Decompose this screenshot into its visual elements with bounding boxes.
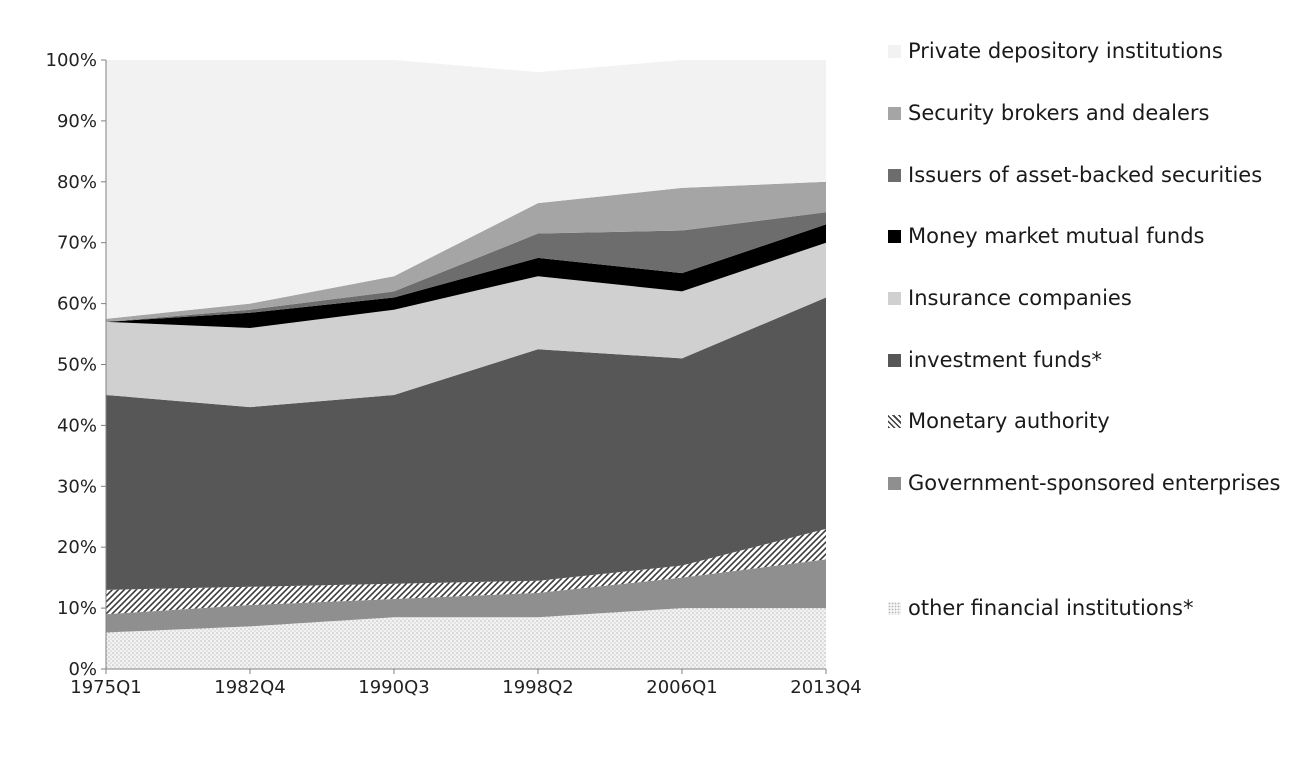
y-tick-label: 10% <box>57 598 97 619</box>
legend-item-other-financial-institutions: other financial institutions* <box>888 593 1288 623</box>
legend-item-security-brokers-and-dealers: Security brokers and dealers <box>888 98 1288 128</box>
legend-label: other financial institutions* <box>908 596 1194 620</box>
x-tick-label: 1990Q3 <box>358 677 429 698</box>
y-tick-label: 100% <box>46 50 97 71</box>
legend-swatch <box>888 477 901 490</box>
legend-label: Government-sponsored enterprises <box>908 471 1281 495</box>
legend-swatch <box>888 415 901 428</box>
legend-item-private-depository-institutions: Private depository institutions <box>888 36 1288 66</box>
area-private-depository-institutions <box>106 60 826 319</box>
area-security-brokers-and-dealers <box>106 181 826 322</box>
legend-label: Insurance companies <box>908 286 1132 310</box>
legend-swatch <box>888 292 901 305</box>
legend-label: Monetary authority <box>908 409 1110 433</box>
legend-swatch <box>888 354 901 367</box>
y-tick-label: 50% <box>57 355 97 376</box>
legend-item-investment-funds: investment funds* <box>888 345 1288 375</box>
y-tick-label: 90% <box>57 111 97 132</box>
x-tick-label: 1998Q2 <box>502 677 573 698</box>
legend-label: Private depository institutions <box>908 39 1223 63</box>
y-tick-label: 60% <box>57 294 97 315</box>
legend-item-issuers-of-asset-backed-securities: Issuers of asset-backed securities <box>888 160 1288 190</box>
legend-swatch <box>888 602 901 615</box>
legend-swatch <box>888 107 901 120</box>
x-tick-label: 2013Q4 <box>790 677 861 698</box>
x-tick-label: 1975Q1 <box>70 677 141 698</box>
y-tick-label: 40% <box>57 415 97 436</box>
legend-swatch <box>888 169 901 182</box>
legend-item-money-market-mutual-funds: Money market mutual funds <box>888 221 1288 251</box>
area-other-financial-institutions <box>106 608 826 669</box>
y-tick-label: 70% <box>57 233 97 254</box>
legend-item-insurance-companies: Insurance companies <box>888 283 1288 313</box>
y-tick-label: 30% <box>57 476 97 497</box>
y-tick-label: 20% <box>57 537 97 558</box>
y-tick-labels: 0% 10% 20% 30% 40% 50% 60% 70% 80% 90% 100% <box>46 50 97 680</box>
legend-item-government-sponsored-enterprises: Government-sponsored enterprises <box>888 468 1288 498</box>
area-insurance-companies <box>106 242 826 408</box>
area-monetary-authority <box>106 528 826 615</box>
legend-label: Money market mutual funds <box>908 224 1205 248</box>
legend-item-monetary-authority: Monetary authority <box>888 406 1288 436</box>
legend-swatch <box>888 45 901 58</box>
legend-label: Issuers of asset-backed securities <box>908 163 1263 187</box>
area-issuers-of-asset-backed-securities <box>106 212 826 322</box>
area-layers <box>106 60 826 669</box>
y-tick-label: 80% <box>57 172 97 193</box>
legend-label: investment funds* <box>908 348 1103 372</box>
area-investment-funds <box>106 297 826 590</box>
x-tick-label: 1982Q4 <box>214 677 285 698</box>
area-government-sponsored-enterprises <box>106 559 826 633</box>
x-tick-labels: 1975Q1 1982Q4 1990Q3 1998Q2 2006Q1 2013Q4 <box>70 677 861 698</box>
axes <box>101 59 827 674</box>
legend-swatch <box>888 230 901 243</box>
y-tick-label: 0% <box>68 659 97 680</box>
area-money-market-mutual-funds <box>106 224 826 328</box>
legend-label: Security brokers and dealers <box>908 101 1210 125</box>
x-tick-label: 2006Q1 <box>646 677 717 698</box>
